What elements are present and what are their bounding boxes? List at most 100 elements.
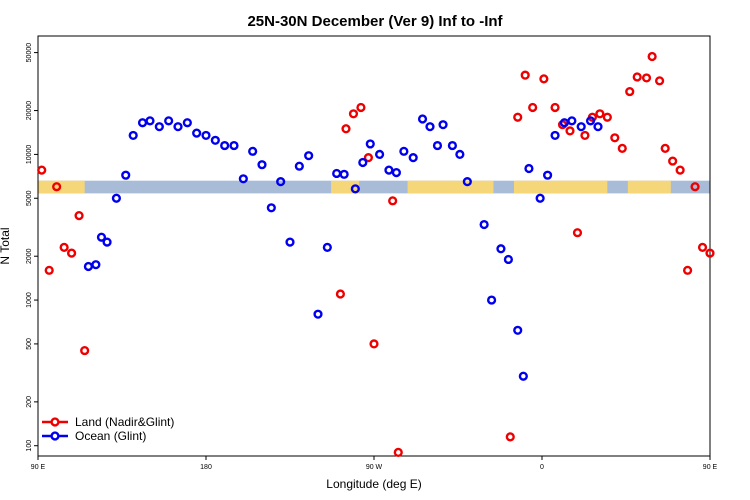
- land-point: [697, 242, 708, 252]
- land-point: [348, 109, 359, 119]
- y-tick-label: 50000: [26, 43, 33, 63]
- y-tick-label: 500: [26, 338, 33, 350]
- ocean-point: [266, 203, 276, 213]
- ocean-strip: [38, 180, 710, 194]
- land-point: [690, 182, 700, 192]
- y-tick-label: 200: [26, 396, 33, 408]
- data-points: [37, 51, 715, 457]
- ocean-point: [550, 130, 560, 141]
- ocean-point: [91, 260, 101, 270]
- land-point: [595, 109, 605, 119]
- ocean-series: [83, 114, 603, 381]
- ocean-point: [229, 140, 239, 151]
- ocean-point: [425, 122, 435, 132]
- land-point: [539, 74, 549, 84]
- ocean-point: [518, 371, 528, 381]
- land-point: [393, 447, 403, 457]
- ocean-point: [576, 122, 586, 132]
- land-point: [660, 143, 670, 153]
- chart-title: 25N-30N December (Ver 9) Inf to -Inf: [247, 13, 503, 30]
- ocean-point: [496, 244, 506, 254]
- land-point: [74, 211, 84, 221]
- land-series: [37, 51, 715, 457]
- y-tick-label: 100: [26, 440, 33, 452]
- legend-marker: [50, 431, 60, 441]
- land-point: [505, 432, 515, 442]
- land-point: [610, 133, 620, 143]
- land-point: [66, 248, 77, 258]
- land-point: [335, 289, 346, 299]
- ocean-point: [145, 116, 155, 126]
- ocean-point: [408, 153, 418, 163]
- y-tick-label: 20000: [26, 101, 33, 121]
- x-tick-label: 90 W: [366, 464, 383, 471]
- land-point: [37, 165, 47, 175]
- land-point: [580, 130, 590, 141]
- land-point: [59, 242, 69, 252]
- land-point: [632, 72, 642, 82]
- ocean-point: [384, 165, 394, 175]
- ocean-point: [542, 170, 553, 180]
- ocean-point: [192, 128, 202, 138]
- ocean-point: [391, 168, 402, 178]
- land-point: [363, 153, 374, 163]
- ocean-point: [535, 193, 545, 203]
- y-tick-label: 1000: [26, 292, 33, 308]
- ocean-point: [479, 219, 489, 230]
- ocean-point: [322, 242, 332, 252]
- land-strip-segment: [38, 180, 85, 194]
- land-point: [654, 76, 665, 86]
- legend-label: Land (Nadir&Glint): [75, 415, 174, 429]
- x-axis-title: Longitude (deg E): [326, 477, 421, 491]
- axes: 90 E 180 90 W 0 90 E 100 200 500 1000 2000 5000 100…: [26, 43, 718, 471]
- land-strip-segment: [514, 180, 608, 194]
- land-point: [550, 102, 560, 113]
- land-point: [513, 112, 523, 122]
- ocean-point: [164, 116, 174, 126]
- land-point: [44, 265, 54, 275]
- land-point: [625, 86, 635, 97]
- land-point: [617, 143, 627, 153]
- ocean-point: [339, 169, 349, 179]
- ocean-point: [417, 114, 428, 124]
- ocean-point: [248, 146, 258, 156]
- legend-label: Ocean (Glint): [75, 429, 146, 443]
- ocean-point: [201, 130, 211, 141]
- land-point: [668, 156, 678, 166]
- land-strip-segment: [407, 180, 494, 194]
- land-point: [675, 165, 685, 175]
- ocean-point: [313, 309, 323, 319]
- x-tick-label: 0: [540, 464, 544, 471]
- ocean-point: [304, 151, 314, 161]
- y-tick-label: 5000: [26, 190, 33, 206]
- land-point: [528, 102, 538, 113]
- land-point: [388, 196, 398, 206]
- ocean-point: [111, 193, 122, 203]
- ocean-point: [358, 157, 368, 168]
- x-tick-label: 90 E: [703, 464, 718, 471]
- ocean-point: [399, 146, 409, 156]
- ocean-point: [567, 116, 577, 126]
- legend: Land (Nadir&Glint)Ocean (Glint): [42, 415, 174, 443]
- ocean-point: [154, 122, 164, 132]
- ocean-point: [585, 116, 596, 126]
- ocean-point: [513, 325, 523, 335]
- land-point: [572, 228, 583, 238]
- ocean-point: [121, 170, 131, 180]
- ocean-point: [182, 118, 192, 128]
- y-axis-title: N Total: [0, 227, 12, 264]
- ocean-point: [432, 140, 443, 151]
- ocean-point: [238, 174, 248, 184]
- ocean-point: [447, 140, 458, 151]
- ocean-point: [438, 120, 448, 130]
- ocean-point: [455, 149, 465, 160]
- legend-marker: [50, 417, 60, 427]
- ocean-point: [294, 161, 304, 171]
- ocean-point: [524, 163, 534, 174]
- surface-strip: [38, 180, 710, 194]
- ocean-point: [276, 177, 286, 187]
- ocean-point: [593, 122, 603, 132]
- ocean-point: [210, 135, 220, 145]
- land-point: [565, 126, 575, 136]
